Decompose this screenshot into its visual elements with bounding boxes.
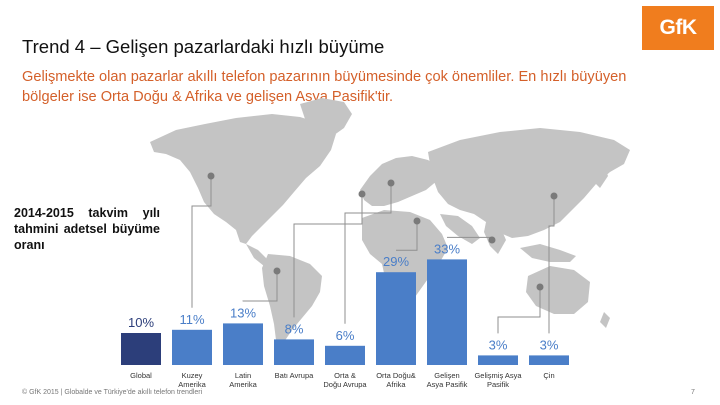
bars — [121, 259, 569, 365]
region-connectors — [191, 176, 555, 334]
bar-orta-dogu-avrupa — [325, 345, 365, 365]
category-label-kuzey-amerika: Kuzey Amerika — [178, 371, 206, 389]
value-label-global: 10% — [128, 315, 154, 330]
value-labels: 10% 11% 13% 8% 6% 29% 33% 3% 3% — [128, 241, 559, 352]
value-label-cin: 3% — [540, 337, 559, 352]
category-label-orta-dogu-avrupa: Orta & Doğu Avrupa — [323, 371, 367, 389]
map-europe — [360, 156, 440, 206]
value-label-orta-dogu-avrupa: 6% — [336, 328, 355, 343]
category-label-latin-amerika: Latin Amerika — [229, 371, 257, 389]
category-label-bati-avrupa: Batı Avrupa — [275, 371, 314, 380]
bar-cin — [529, 355, 569, 365]
value-label-kuzey-amerika: 11% — [179, 312, 204, 327]
value-label-gelismis-asya-pasifik: 3% — [489, 337, 508, 352]
marker-gelisen-asya-pasifik — [488, 236, 496, 244]
map-greenland — [300, 98, 352, 138]
category-label-orta-dogu-afrika: Orta Doğu& Afrika — [376, 371, 416, 389]
map-north-america — [150, 114, 336, 244]
value-label-bati-avrupa: 8% — [285, 321, 304, 336]
connector-latin-amerika — [242, 271, 278, 302]
map-new-zealand — [600, 312, 610, 328]
page-number: 7 — [691, 389, 695, 396]
bar-bati-avrupa — [274, 339, 314, 365]
bar-orta-dogu-afrika — [376, 272, 416, 365]
category-label-cin: Çin — [543, 371, 554, 380]
value-label-latin-amerika: 13% — [230, 305, 256, 320]
map-africa — [362, 210, 448, 308]
map-se-asia — [520, 244, 576, 262]
gfk-logo: GfK — [642, 6, 714, 50]
connector-orta-dogu-afrika — [396, 221, 418, 251]
bar-gelisen-asya-pasifik — [427, 259, 467, 365]
map-australia — [526, 266, 590, 314]
map-japan — [594, 164, 608, 188]
value-label-gelisen-asya-pasifik: 33% — [434, 241, 460, 256]
map-india — [484, 222, 506, 254]
region-markers — [207, 172, 558, 291]
bar-latin-amerika — [223, 323, 263, 365]
connector-kuzey-amerika — [191, 176, 212, 308]
marker-kuzey-amerika — [207, 172, 215, 180]
marker-bati-avrupa — [358, 190, 366, 198]
page-title: Trend 4 – Gelişen pazarlardaki hızlı büy… — [22, 36, 385, 57]
marker-cin — [550, 192, 558, 200]
world-map-background — [150, 98, 630, 342]
category-label-global: Global — [130, 371, 152, 380]
bar-kuzey-amerika — [172, 329, 212, 365]
category-label-gelismis-asya-pasifik: Gelişmiş Asya Pasifik — [474, 371, 522, 389]
connector-orta-dogu-avrupa — [344, 183, 392, 324]
page-subtitle: Gelişmekte olan pazarlar akıllı telefon … — [22, 69, 627, 105]
map-arabia-india — [440, 214, 480, 244]
marker-latin-amerika — [273, 267, 281, 275]
marker-gelismis-asya-pasifik — [536, 283, 544, 291]
bar-global — [121, 333, 161, 365]
value-label-orta-dogu-afrika: 29% — [383, 254, 409, 269]
map-asia — [428, 128, 630, 238]
chart-side-label: 2014-2015 takvim yılı tahmini adetsel bü… — [14, 206, 160, 252]
marker-orta-dogu-afrika — [413, 217, 421, 225]
bar-gelismis-asya-pasifik — [478, 355, 518, 365]
category-labels: Global Kuzey Amerika Latin Amerika Batı Avrup… — [130, 371, 554, 389]
connector-cin — [548, 196, 555, 334]
connector-gelismis-asya-pasifik — [497, 287, 541, 334]
connector-bati-avrupa — [293, 194, 363, 318]
footer-text: © GfK 2015 | Globalde ve Türkiye'de akıl… — [22, 389, 203, 396]
marker-orta-dogu-avrupa — [387, 179, 395, 187]
category-label-gelisen-asya-pasifik: Gelişen Asya Pasifik — [427, 371, 468, 389]
map-central-america — [246, 244, 271, 266]
